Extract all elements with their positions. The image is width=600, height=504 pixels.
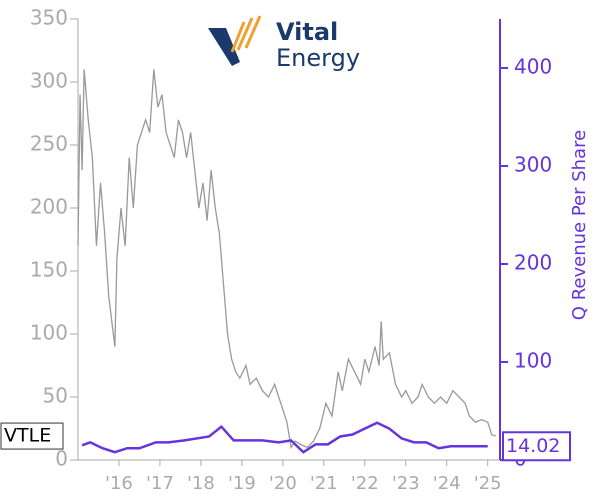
x-tick-label: '16 [105, 473, 133, 494]
logo-text: Energy [276, 44, 360, 72]
logo-text: Vital [276, 18, 338, 46]
series-line [81, 421, 488, 454]
y-tick-label: 300 [30, 69, 68, 93]
x-tick-label: '22 [351, 473, 379, 494]
x-tick-label: '18 [187, 473, 215, 494]
x-tick-label: '20 [269, 473, 297, 494]
y2-axis-label: Q Revenue Per Share [569, 130, 590, 320]
y-tick-label: 0 [55, 447, 68, 471]
y-tick-label: 200 [30, 195, 68, 219]
logo-flame [230, 15, 262, 53]
x-tick-label: '24 [433, 473, 461, 494]
ticker-box [0, 422, 64, 450]
x-tick-label: '23 [392, 473, 420, 494]
x-tick-label: '19 [228, 473, 256, 494]
y-tick-label: 100 [30, 321, 68, 345]
x-tick-label: '25 [474, 473, 502, 494]
series-line [77, 69, 497, 450]
y2-tick-label: 300 [514, 153, 552, 177]
logo-mark [208, 28, 240, 66]
y-tick-label: 350 [30, 6, 68, 30]
y2-tick-label: 400 [514, 55, 552, 79]
x-tick-label: '21 [310, 473, 338, 494]
y-tick-label: 250 [30, 132, 68, 156]
x-tick-label: '17 [146, 473, 174, 494]
y-tick-label: 50 [43, 384, 68, 408]
y-tick-label: 150 [30, 258, 68, 282]
value-box [502, 431, 571, 462]
value-label: 14.02 [506, 435, 560, 457]
y2-tick-label: 200 [514, 251, 552, 275]
ticker-label: VTLE [4, 425, 51, 447]
y2-tick-label: 100 [514, 349, 552, 373]
